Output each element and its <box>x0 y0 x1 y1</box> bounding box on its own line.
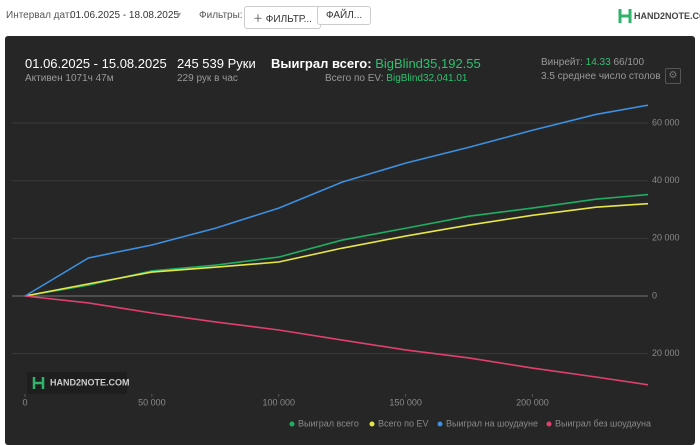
x-tick-label: 0 <box>22 397 27 407</box>
ev-label: Всего по EV: <box>325 73 384 84</box>
series-line <box>24 202 649 297</box>
dropdown-arrow: ▾ <box>176 10 182 21</box>
won-label: Выиграл всего: <box>271 56 372 71</box>
winrate-value: 14.33 <box>585 57 611 68</box>
y-tick-label: 0 <box>652 290 657 300</box>
legend-label: Выиграл на шоудауне <box>446 418 538 428</box>
winrate-label: Винрейт: <box>541 57 583 68</box>
y-tick-label: 20 000 <box>652 233 680 243</box>
file-button[interactable]: ФАЙЛ... <box>317 6 372 25</box>
logo: HAND2NOTE.COM <box>634 11 700 21</box>
x-tick-label: 100 000 <box>262 397 295 407</box>
y-tick-label: 40 000 <box>652 175 680 185</box>
series-line <box>24 295 649 386</box>
watermark-icon <box>32 377 45 389</box>
plus: ＋ <box>253 14 266 25</box>
legend-dot <box>437 421 443 427</box>
watermark: HAND2NOTE.COM <box>50 377 130 387</box>
hands-per-hour: 229 рук в час <box>177 73 238 84</box>
filter-text: ФИЛЬТР... <box>265 14 312 25</box>
legend-label: Выиграл без шоудауна <box>555 418 651 428</box>
ev-value: BigBlind32,041.01 <box>386 73 468 84</box>
filter-button[interactable]: ＋ ФИЛЬТР... <box>244 6 321 29</box>
tables: 3.5 среднее число столов <box>541 71 661 82</box>
logo-icon <box>618 9 632 23</box>
active: Активен 1071ч 47м <box>25 73 114 84</box>
x-tick-label: 50 000 <box>138 397 166 407</box>
watermark-bg <box>27 372 127 394</box>
series-line <box>24 104 649 297</box>
y-tick-label: 20 000 <box>652 348 680 358</box>
settings-button[interactable]: ⚙ <box>665 68 681 84</box>
filters-label: Фильтры: <box>199 10 243 21</box>
won-value: BigBlind35,192.55 <box>375 56 481 71</box>
legend-dot <box>369 421 375 427</box>
date-label: Интервал дат: <box>6 10 73 21</box>
series-line <box>24 193 649 297</box>
y-tick-label: 60 000 <box>652 117 680 127</box>
date-value[interactable]: 01.06.2025 - 18.08.2025 <box>70 10 179 21</box>
legend-dot <box>289 421 295 427</box>
winrate: Винрейт: 14.33 66/100 <box>541 57 644 68</box>
x-tick-label: 200 000 <box>516 397 549 407</box>
hands: 245 539 Руки <box>177 56 256 71</box>
legend-label: Выиграл всего <box>298 418 359 428</box>
legend-dot <box>546 421 552 427</box>
ev: Всего по EV: BigBlind32,041.01 <box>325 73 467 84</box>
period: 01.06.2025 - 15.08.2025 <box>25 56 167 71</box>
won: Выиграл всего: BigBlind35,192.55 <box>271 56 481 71</box>
legend-label: Всего по EV <box>378 418 428 428</box>
x-tick-label: 150 000 <box>389 397 422 407</box>
winrate-unit: 66/100 <box>613 57 645 68</box>
